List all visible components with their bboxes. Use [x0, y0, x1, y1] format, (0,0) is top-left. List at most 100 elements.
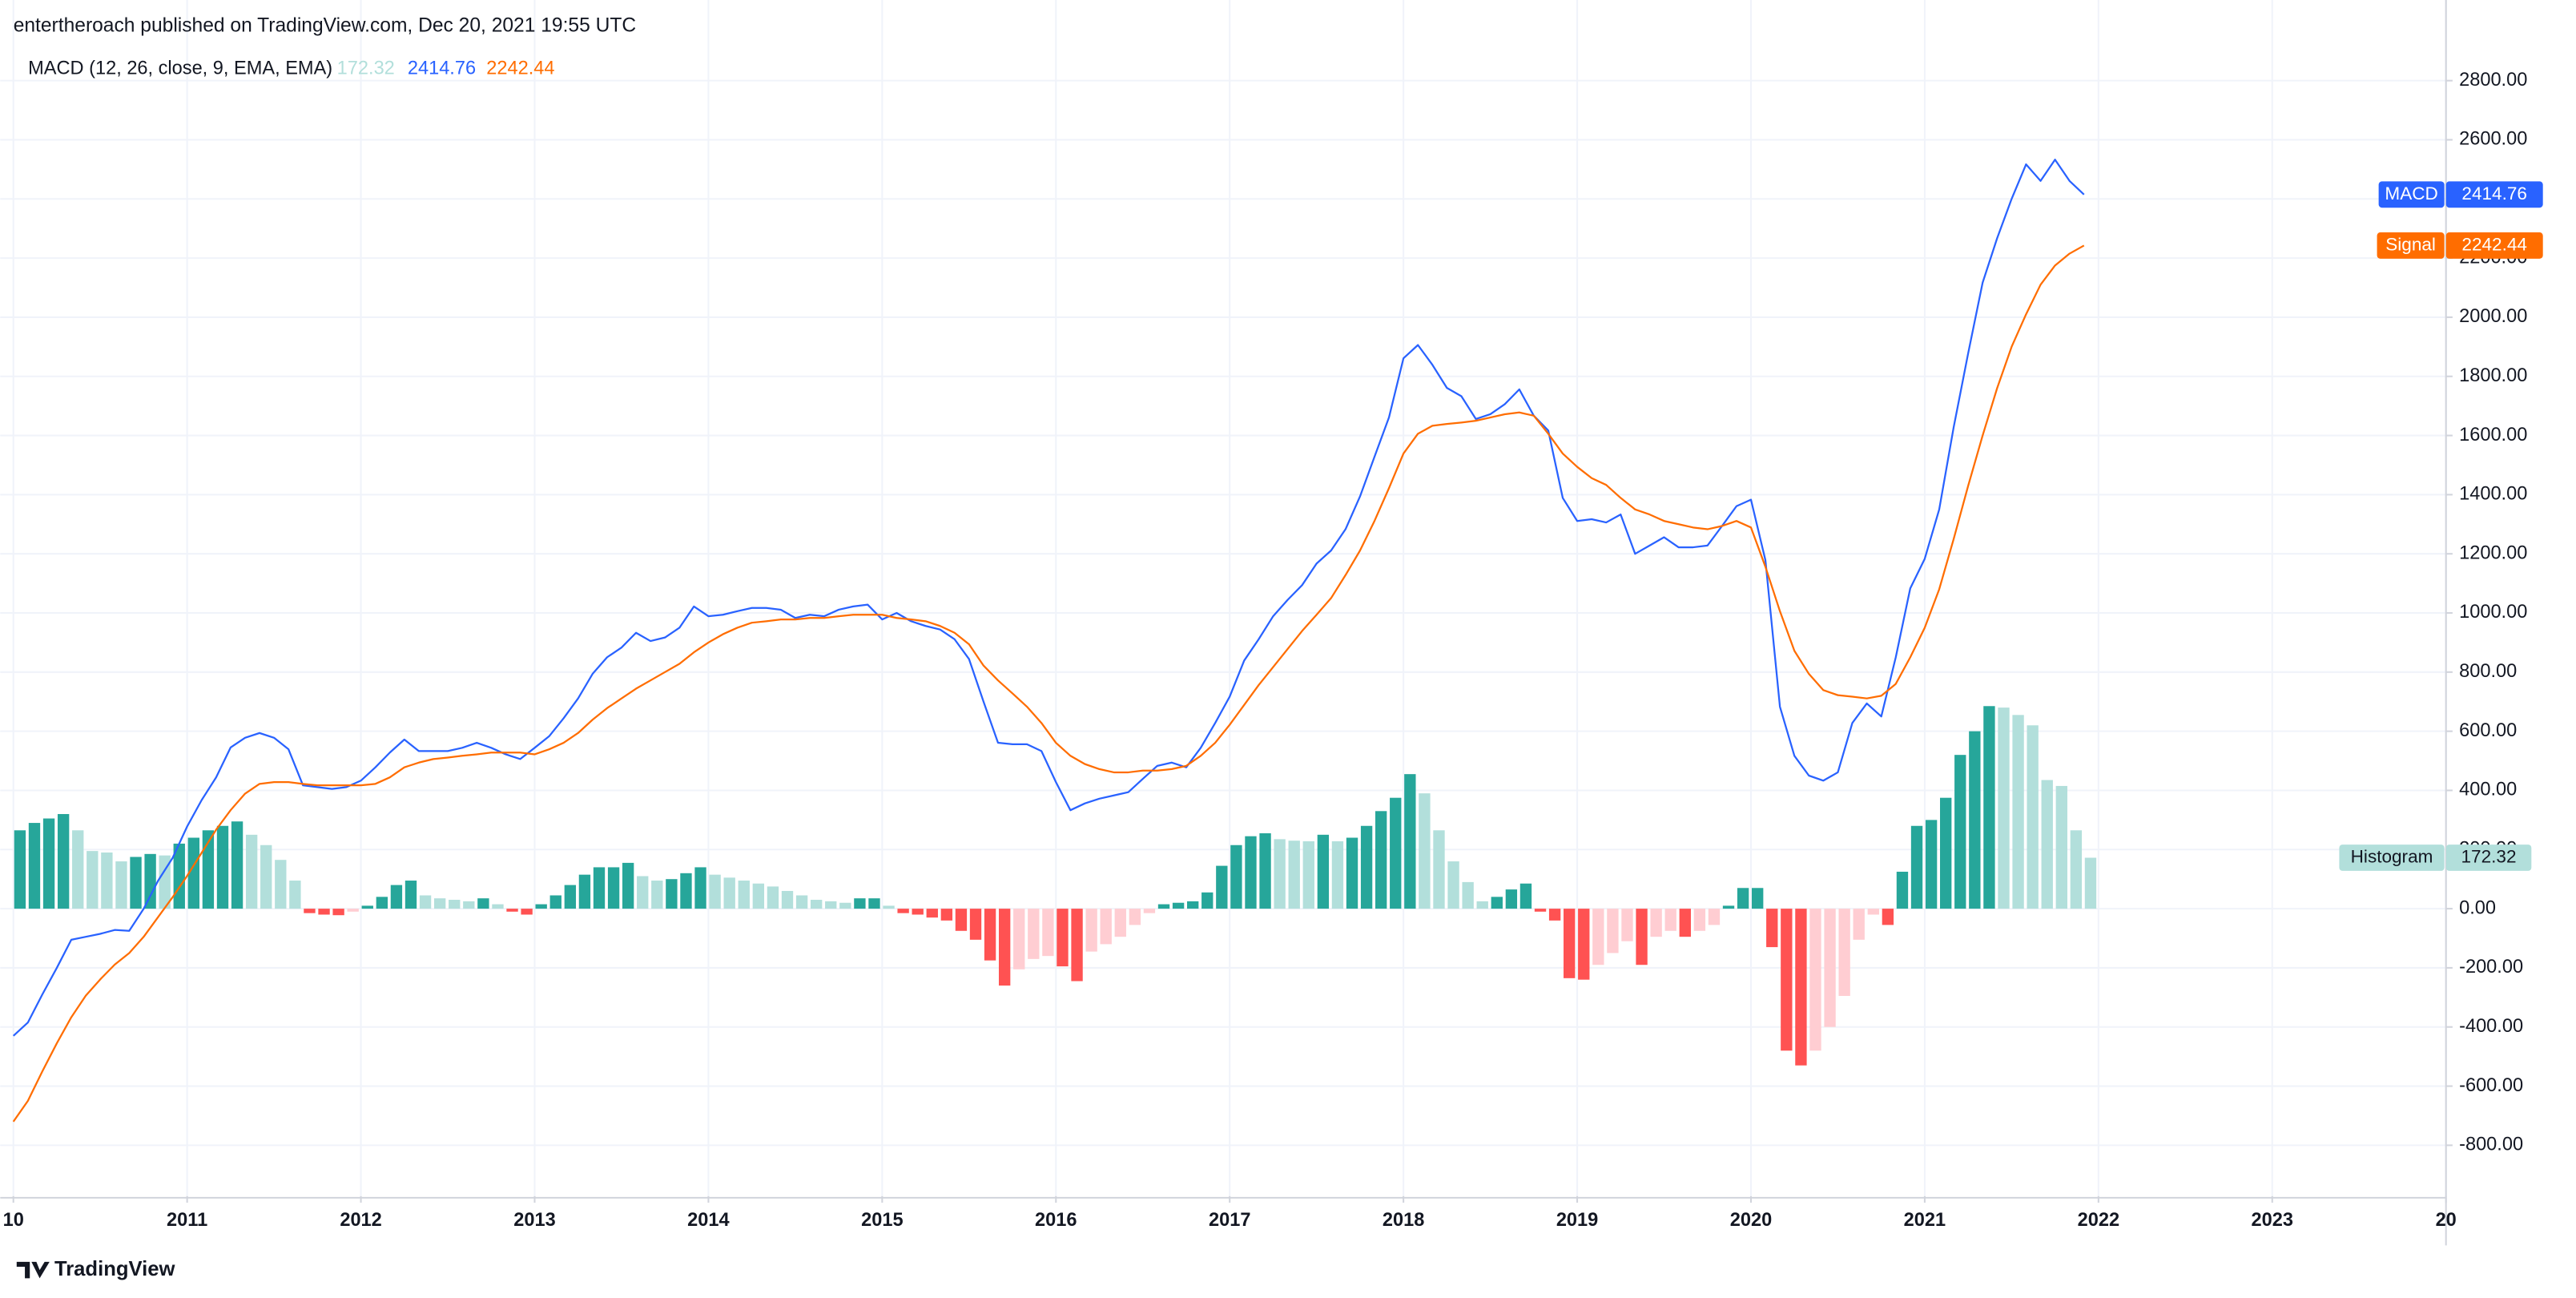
x-tick-label: 2023	[2252, 1209, 2293, 1230]
y-tick-label: 1600.00	[2459, 424, 2527, 445]
histogram-bar	[332, 909, 344, 916]
x-tick-label: 20	[2436, 1209, 2457, 1230]
histogram-bar	[940, 909, 953, 921]
histogram-bar	[1143, 909, 1156, 913]
histogram-bar	[651, 881, 663, 909]
histogram-bar	[1954, 755, 1966, 909]
histogram-bar	[752, 883, 765, 909]
histogram-bar	[1274, 839, 1286, 909]
histogram-bar	[449, 900, 461, 909]
histogram-bar	[42, 818, 55, 909]
histogram-bar	[1664, 909, 1676, 931]
price-tag-name-box	[2339, 845, 2445, 871]
histogram-bar	[984, 909, 996, 961]
footer-brand: TradingView	[54, 1258, 175, 1280]
histogram-bar	[912, 909, 924, 915]
histogram-bar	[1288, 840, 1300, 909]
histogram-bar	[1998, 707, 2010, 909]
histogram-bar	[463, 901, 475, 909]
histogram-bar	[1925, 820, 1938, 909]
histogram-bar	[1838, 909, 1850, 996]
price-tag-value-box	[2445, 845, 2532, 871]
histogram-bar	[289, 881, 301, 909]
histogram-bar	[1882, 909, 1894, 925]
histogram-bar	[1085, 909, 1097, 952]
histogram-bar	[622, 862, 634, 909]
legend: 172.32 2414.76 2242.44	[337, 57, 555, 78]
histogram-bar	[1853, 909, 1865, 940]
price-tag-value: 172.32	[2461, 846, 2517, 866]
histogram-bar	[1462, 881, 1474, 909]
histogram-bar	[738, 881, 750, 909]
histogram-bar	[1375, 811, 1387, 909]
histogram-bar	[1766, 909, 1778, 948]
histogram-bar	[492, 904, 504, 909]
histogram-bar	[1071, 909, 1083, 982]
histogram-bar	[1650, 909, 1662, 937]
histogram-bar	[1230, 845, 1242, 909]
x-tick-label: 10	[3, 1209, 24, 1230]
histogram-bar	[506, 909, 518, 912]
histogram-bar	[1752, 888, 1764, 909]
histogram-bar	[144, 853, 156, 909]
x-tick-label: 2018	[1383, 1209, 1424, 1230]
histogram-bar	[839, 902, 851, 909]
histogram-bar	[1404, 774, 1416, 909]
histogram-bar	[767, 886, 779, 909]
histogram-bar	[897, 909, 909, 913]
histogram-bar	[318, 909, 330, 915]
histogram-bar	[1505, 889, 1518, 909]
histogram-bar	[1476, 901, 1488, 909]
histogram-bar	[187, 837, 200, 909]
y-tick-label: -400.00	[2459, 1015, 2523, 1036]
histogram-bar	[1100, 909, 1112, 945]
histogram-bar	[231, 821, 244, 909]
histogram-bar	[14, 830, 26, 909]
histogram-bar	[260, 845, 272, 909]
indicator-line	[12, 244, 2085, 1123]
indicator-title: MACD (12, 26, close, 9, EMA, EMA)	[28, 57, 332, 78]
histogram-bar	[1737, 888, 1749, 909]
indicator-line	[12, 159, 2085, 1037]
y-tick-label: 2800.00	[2459, 69, 2527, 90]
histogram-bar	[216, 825, 229, 909]
x-tick-label: 2014	[687, 1209, 729, 1230]
histogram-bar	[101, 852, 113, 909]
histogram-bar	[1636, 909, 1648, 965]
histogram-bar	[1824, 909, 1836, 1027]
y-tick-label: 0.00	[2459, 897, 2496, 917]
y-tick-label: 600.00	[2459, 720, 2517, 740]
legend-value: 2414.76	[408, 57, 476, 78]
histogram-bar	[390, 885, 403, 909]
histogram-bar	[1172, 902, 1185, 909]
x-tick-label: 2012	[340, 1209, 381, 1230]
y-tick-label: 1000.00	[2459, 601, 2527, 622]
histogram-bar	[795, 895, 808, 909]
x-tick-label: 2021	[1904, 1209, 1946, 1230]
histogram-bar	[361, 905, 373, 909]
histogram-bar	[854, 898, 866, 909]
y-tick-label: -800.00	[2459, 1134, 2523, 1155]
histogram-bar	[1216, 865, 1228, 909]
histogram-bar	[1042, 909, 1054, 957]
grid	[0, 0, 2447, 1196]
histogram-bar	[1940, 797, 1952, 909]
histogram-bar	[1346, 837, 1358, 909]
x-tick-label: 2011	[167, 1209, 207, 1230]
histogram-bar	[1867, 909, 1879, 915]
histogram-bar	[1013, 909, 1025, 969]
price-tag-name: Signal	[2385, 234, 2436, 254]
histogram-bar	[1259, 832, 1271, 909]
histogram-bar	[637, 876, 649, 909]
histogram-bar	[57, 813, 70, 909]
histogram-bar	[1896, 871, 1909, 909]
histogram-bar	[1708, 909, 1721, 925]
price-tag-name-box	[2377, 232, 2445, 259]
y-tick-label: 2600.00	[2459, 128, 2527, 149]
histogram-bar	[433, 898, 446, 909]
histogram-bar	[723, 877, 735, 909]
histogram-bar	[304, 909, 316, 913]
histogram-bar	[1592, 909, 1604, 965]
price-tag-value: 2414.76	[2461, 183, 2527, 204]
